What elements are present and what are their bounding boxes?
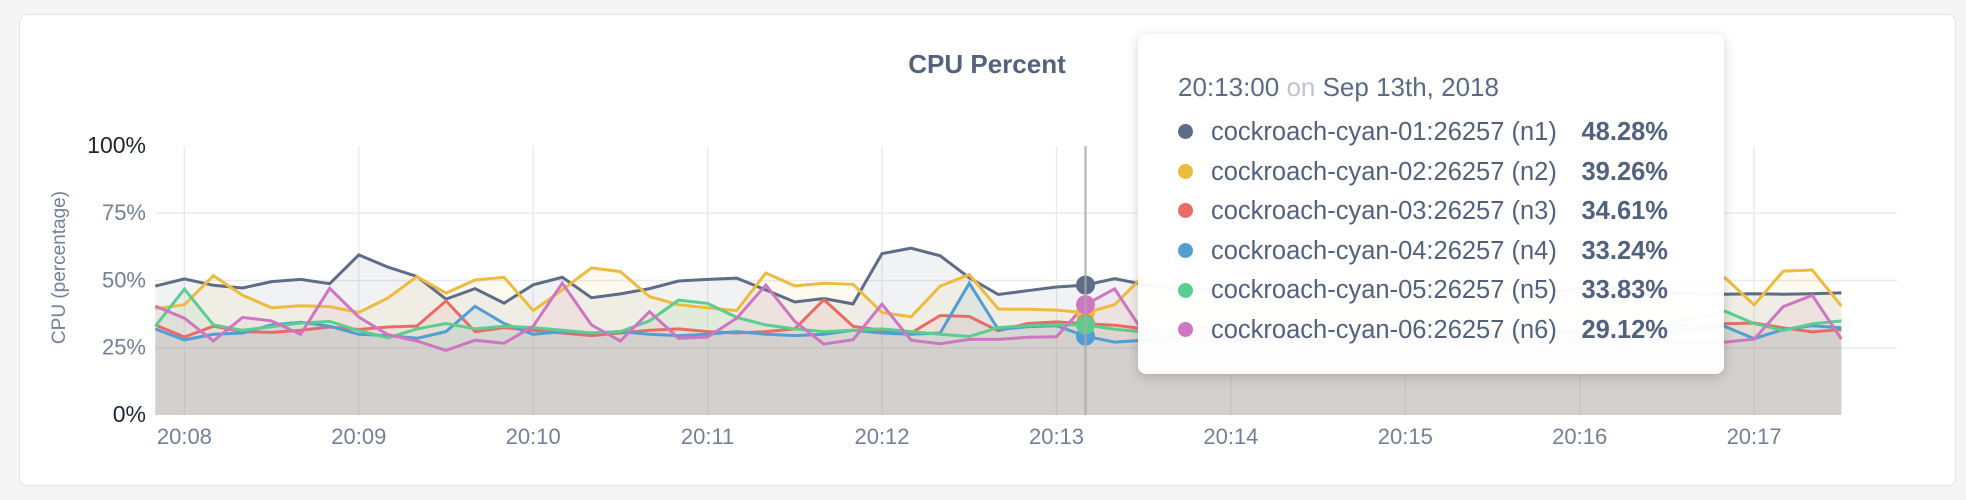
svg-text:20:10: 20:10 <box>506 424 561 449</box>
svg-text:100%: 100% <box>87 132 146 158</box>
svg-text:0%: 0% <box>113 401 146 427</box>
svg-text:CPU (percentage): CPU (percentage) <box>49 191 70 344</box>
svg-text:20:13: 20:13 <box>1029 424 1084 449</box>
svg-text:25%: 25% <box>102 335 146 360</box>
svg-text:20:14: 20:14 <box>1203 424 1258 449</box>
svg-text:50%: 50% <box>102 267 146 292</box>
svg-text:20:08: 20:08 <box>157 424 212 449</box>
svg-text:75%: 75% <box>102 200 146 225</box>
svg-text:20:15: 20:15 <box>1378 424 1433 449</box>
svg-text:20:12: 20:12 <box>854 424 909 449</box>
svg-text:20:17: 20:17 <box>1727 424 1782 449</box>
svg-text:20:16: 20:16 <box>1552 424 1607 449</box>
svg-text:20:11: 20:11 <box>681 424 734 449</box>
svg-text:CPU Percent: CPU Percent <box>908 49 1066 79</box>
svg-text:20:09: 20:09 <box>331 424 386 449</box>
